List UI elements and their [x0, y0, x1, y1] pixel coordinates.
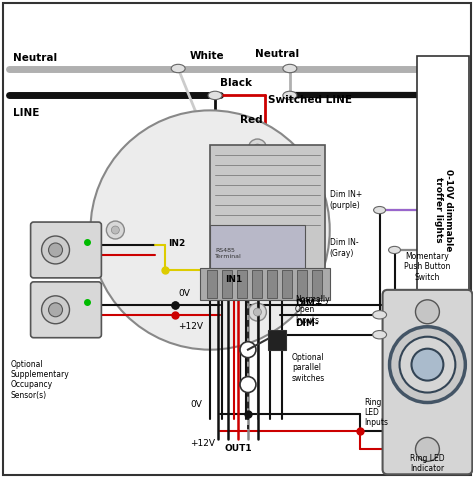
FancyBboxPatch shape	[31, 222, 101, 278]
Text: Optional
parallel
switches: Optional parallel switches	[292, 353, 325, 382]
Text: White: White	[190, 51, 225, 61]
Text: 0V: 0V	[190, 401, 202, 410]
Ellipse shape	[373, 311, 387, 319]
Circle shape	[248, 303, 266, 321]
Bar	[210, 145, 325, 275]
Ellipse shape	[208, 91, 222, 99]
Circle shape	[416, 437, 439, 461]
Text: Momentary
Push Button
Switch: Momentary Push Button Switch	[404, 252, 451, 282]
Text: Black: Black	[220, 78, 252, 88]
Bar	[312, 270, 322, 298]
Circle shape	[254, 144, 262, 152]
Text: 0-10V dimmable
troffer lights: 0-10V dimmable troffer lights	[434, 169, 453, 251]
Bar	[237, 270, 247, 298]
Circle shape	[42, 236, 70, 264]
Bar	[200, 268, 330, 300]
Circle shape	[42, 296, 70, 324]
Circle shape	[111, 226, 119, 234]
Text: IN2: IN2	[168, 239, 185, 248]
Circle shape	[240, 342, 256, 358]
Circle shape	[390, 327, 465, 402]
Text: DIM-: DIM-	[295, 319, 319, 328]
Bar	[210, 225, 305, 275]
Bar	[297, 270, 307, 298]
Bar	[222, 270, 232, 298]
Circle shape	[91, 110, 330, 350]
Bar	[252, 270, 262, 298]
Text: Dim IN+
(purple): Dim IN+ (purple)	[330, 190, 362, 210]
Ellipse shape	[171, 65, 185, 73]
Text: Ring LED
Indicator: Ring LED Indicator	[410, 454, 445, 473]
Circle shape	[254, 308, 262, 316]
Text: Neutral: Neutral	[255, 49, 299, 58]
Bar	[207, 270, 217, 298]
Circle shape	[248, 139, 266, 157]
Ellipse shape	[283, 65, 297, 73]
Circle shape	[106, 221, 124, 239]
Ellipse shape	[283, 91, 297, 99]
Text: IN1: IN1	[225, 275, 242, 284]
Text: RS485
Terminal: RS485 Terminal	[215, 248, 242, 259]
Ellipse shape	[389, 246, 401, 253]
Circle shape	[400, 337, 456, 392]
Text: +12V: +12V	[178, 322, 203, 331]
Circle shape	[240, 377, 256, 392]
Text: OUT1: OUT1	[224, 445, 252, 453]
Circle shape	[48, 243, 63, 257]
Ellipse shape	[374, 206, 385, 214]
Bar	[282, 270, 292, 298]
Circle shape	[48, 303, 63, 317]
Text: Neutral: Neutral	[13, 53, 57, 63]
Bar	[418, 55, 469, 365]
Text: Optional
Supplementary
Occupancy
Sensor(s): Optional Supplementary Occupancy Sensor(…	[11, 359, 69, 400]
Text: Dim IN-
(Gray): Dim IN- (Gray)	[330, 238, 358, 258]
Text: Normally
Open
Inputs: Normally Open Inputs	[295, 295, 329, 325]
Text: LINE: LINE	[13, 109, 39, 119]
Circle shape	[411, 348, 443, 380]
Bar	[268, 330, 286, 350]
Ellipse shape	[373, 330, 387, 339]
Circle shape	[416, 300, 439, 324]
Text: Ring
LED
Inputs: Ring LED Inputs	[365, 398, 389, 427]
Text: Switched LINE: Switched LINE	[268, 96, 352, 106]
FancyBboxPatch shape	[383, 290, 472, 474]
Text: DIM+: DIM+	[295, 299, 322, 308]
Text: 0V: 0V	[178, 289, 190, 298]
FancyBboxPatch shape	[31, 282, 101, 338]
Bar	[267, 270, 277, 298]
Text: Red: Red	[240, 115, 263, 125]
Text: +12V: +12V	[190, 439, 215, 448]
